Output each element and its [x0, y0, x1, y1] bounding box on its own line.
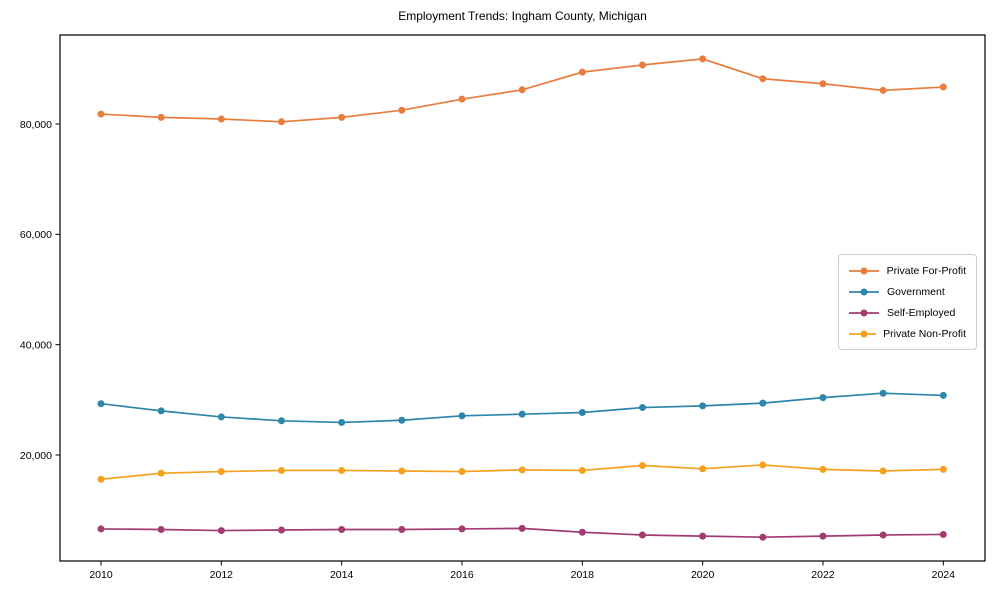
x-tick-label: 2012 — [210, 569, 234, 581]
legend-item-self-employed: Self-Employed — [848, 302, 966, 323]
data-point-self-employed — [518, 524, 526, 532]
data-point-private-for-profit — [277, 118, 285, 126]
data-point-government — [879, 389, 887, 397]
y-tick-label: 40,000 — [20, 339, 52, 351]
data-point-private-non-profit — [638, 461, 646, 469]
data-point-self-employed — [217, 527, 225, 535]
data-point-private-for-profit — [819, 80, 827, 88]
data-point-government — [277, 417, 285, 425]
data-point-private-for-profit — [518, 86, 526, 94]
data-point-government — [398, 416, 406, 424]
data-point-government — [217, 413, 225, 421]
data-point-private-for-profit — [699, 55, 707, 63]
x-tick-label: 2024 — [932, 569, 956, 581]
data-point-private-for-profit — [97, 110, 105, 118]
x-tick-label: 2020 — [691, 569, 715, 581]
data-point-government — [759, 399, 767, 407]
x-tick-label: 2018 — [571, 569, 595, 581]
data-point-private-for-profit — [578, 68, 586, 76]
x-tick-label: 2014 — [330, 569, 354, 581]
data-point-government — [97, 400, 105, 408]
legend-item-private-non-profit: Private Non-Profit — [848, 323, 966, 344]
data-point-private-non-profit — [217, 468, 225, 476]
data-point-private-for-profit — [458, 95, 466, 103]
legend-label: Self-Employed — [887, 306, 956, 319]
data-point-self-employed — [879, 531, 887, 539]
y-tick-label: 20,000 — [20, 450, 52, 462]
legend-label: Government — [887, 285, 945, 298]
data-point-self-employed — [338, 525, 346, 533]
x-tick-label: 2022 — [811, 569, 835, 581]
data-point-self-employed — [277, 526, 285, 534]
data-point-private-non-profit — [578, 466, 586, 474]
data-point-private-non-profit — [458, 468, 466, 476]
legend-item-private-for-profit: Private For-Profit — [848, 260, 966, 281]
data-point-self-employed — [398, 525, 406, 533]
data-point-private-non-profit — [939, 465, 947, 473]
legend-marker-private-non-profit — [849, 330, 877, 337]
legend-item-government: Government — [848, 281, 966, 302]
data-point-private-non-profit — [277, 466, 285, 474]
data-point-private-non-profit — [699, 465, 707, 473]
data-point-self-employed — [458, 525, 466, 533]
data-point-self-employed — [699, 532, 707, 540]
chart-legend: Private For-Profit Government Self-Employe… — [838, 254, 977, 350]
data-point-private-non-profit — [819, 465, 827, 473]
data-point-government — [578, 409, 586, 417]
data-point-government — [157, 407, 165, 415]
data-point-private-for-profit — [879, 86, 887, 94]
data-point-private-non-profit — [879, 467, 887, 475]
data-point-self-employed — [819, 532, 827, 540]
data-point-private-non-profit — [338, 466, 346, 474]
data-point-private-non-profit — [398, 467, 406, 475]
data-point-government — [458, 412, 466, 420]
data-point-private-for-profit — [638, 61, 646, 69]
data-point-government — [819, 394, 827, 402]
data-point-government — [699, 402, 707, 410]
data-point-self-employed — [939, 530, 947, 538]
data-point-self-employed — [759, 533, 767, 541]
data-point-self-employed — [157, 525, 165, 533]
legend-label: Private Non-Profit — [883, 327, 966, 340]
data-point-private-non-profit — [97, 475, 105, 483]
data-point-private-for-profit — [939, 83, 947, 91]
plot-border — [59, 34, 986, 562]
data-point-government — [638, 404, 646, 412]
legend-label: Private For-Profit — [886, 264, 966, 277]
data-point-private-for-profit — [398, 106, 406, 114]
legend-marker-self-employed — [849, 309, 879, 316]
data-point-private-non-profit — [759, 461, 767, 469]
data-point-private-for-profit — [759, 75, 767, 83]
data-point-self-employed — [578, 528, 586, 536]
y-tick-label: 80,000 — [20, 119, 52, 131]
legend-marker-private-for-profit — [849, 267, 879, 274]
data-point-self-employed — [97, 525, 105, 533]
data-point-self-employed — [638, 531, 646, 539]
data-point-government — [939, 391, 947, 399]
data-point-private-non-profit — [518, 466, 526, 474]
data-point-government — [518, 410, 526, 418]
chart-title: Employment Trends: Ingham County, Michig… — [398, 9, 647, 23]
y-tick-label: 60,000 — [20, 229, 52, 241]
data-point-private-for-profit — [157, 113, 165, 121]
data-point-private-for-profit — [217, 115, 225, 123]
x-tick-label: 2016 — [450, 569, 474, 581]
x-tick-label: 2010 — [89, 569, 113, 581]
data-point-government — [338, 418, 346, 426]
series-line-government — [100, 392, 944, 424]
data-point-private-non-profit — [157, 469, 165, 477]
legend-marker-government — [849, 288, 879, 295]
data-point-private-for-profit — [338, 113, 346, 121]
